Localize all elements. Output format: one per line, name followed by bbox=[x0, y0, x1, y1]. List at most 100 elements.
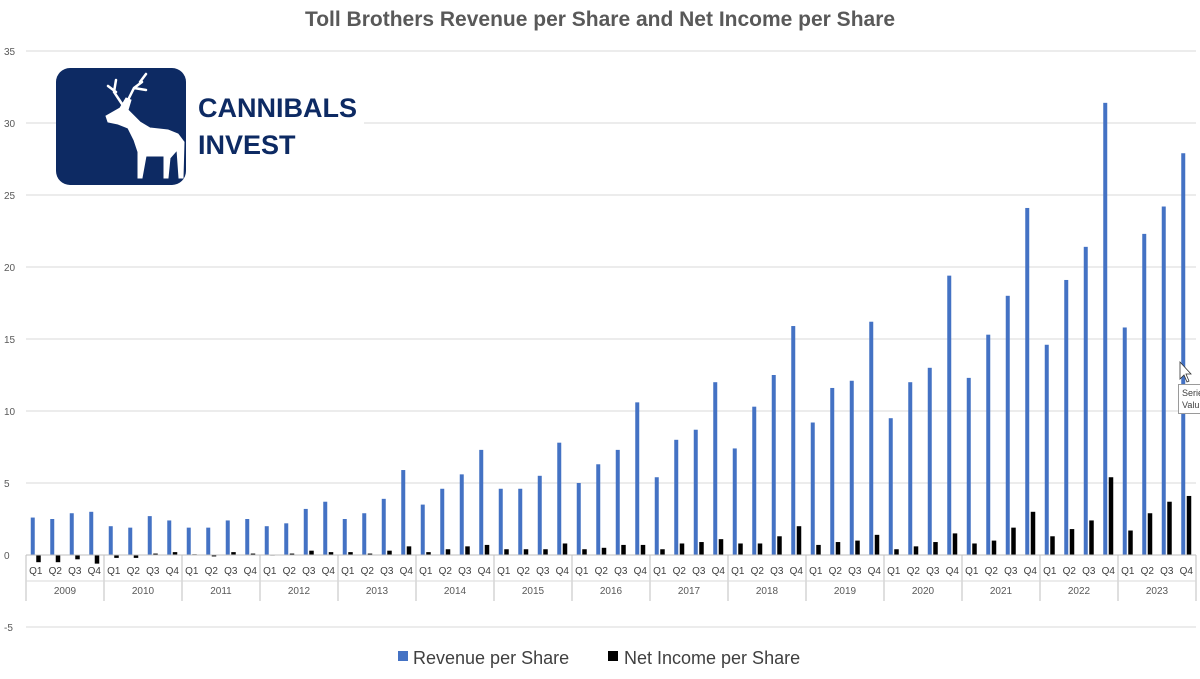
bar-net-income-per-share[interactable] bbox=[114, 555, 119, 558]
bar-revenue-per-share[interactable] bbox=[713, 382, 718, 555]
bar-net-income-per-share[interactable] bbox=[855, 540, 860, 555]
bar-revenue-per-share[interactable] bbox=[1005, 295, 1010, 555]
bar-net-income-per-share[interactable] bbox=[738, 543, 743, 555]
bar-revenue-per-share[interactable] bbox=[810, 422, 815, 555]
bar-net-income-per-share[interactable] bbox=[621, 544, 626, 555]
bar-revenue-per-share[interactable] bbox=[69, 513, 74, 555]
bar-revenue-per-share[interactable] bbox=[303, 508, 308, 555]
bar-series[interactable] bbox=[30, 102, 1192, 564]
bar-net-income-per-share[interactable] bbox=[582, 549, 587, 555]
bar-net-income-per-share[interactable] bbox=[601, 547, 607, 555]
bar-revenue-per-share[interactable] bbox=[147, 516, 152, 555]
bar-revenue-per-share[interactable] bbox=[615, 449, 620, 555]
bar-revenue-per-share[interactable] bbox=[869, 321, 874, 555]
bar-net-income-per-share[interactable] bbox=[1108, 477, 1114, 555]
bar-net-income-per-share[interactable] bbox=[504, 549, 509, 555]
bar-net-income-per-share[interactable] bbox=[406, 546, 412, 555]
bar-net-income-per-share[interactable] bbox=[426, 552, 431, 555]
bar-net-income-per-share[interactable] bbox=[289, 553, 295, 555]
bar-net-income-per-share[interactable] bbox=[777, 536, 782, 555]
bar-net-income-per-share[interactable] bbox=[660, 549, 665, 555]
bar-revenue-per-share[interactable] bbox=[362, 513, 367, 555]
bar-revenue-per-share[interactable] bbox=[888, 418, 893, 555]
bar-net-income-per-share[interactable] bbox=[36, 555, 41, 563]
bar-revenue-per-share[interactable] bbox=[693, 429, 698, 555]
bar-revenue-per-share[interactable] bbox=[966, 377, 971, 555]
bar-revenue-per-share[interactable] bbox=[635, 402, 640, 555]
bar-net-income-per-share[interactable] bbox=[75, 555, 80, 560]
bar-revenue-per-share[interactable] bbox=[1142, 233, 1147, 555]
bar-revenue-per-share[interactable] bbox=[323, 501, 328, 555]
bar-net-income-per-share[interactable] bbox=[231, 552, 236, 555]
bar-revenue-per-share[interactable] bbox=[771, 375, 776, 555]
bar-revenue-per-share[interactable] bbox=[479, 449, 484, 555]
bar-revenue-per-share[interactable] bbox=[908, 382, 913, 555]
bar-net-income-per-share[interactable] bbox=[348, 552, 353, 555]
bar-net-income-per-share[interactable] bbox=[1011, 527, 1016, 555]
bar-revenue-per-share[interactable] bbox=[264, 526, 269, 555]
bar-net-income-per-share[interactable] bbox=[874, 534, 880, 555]
bar-net-income-per-share[interactable] bbox=[699, 542, 704, 555]
bar-net-income-per-share[interactable] bbox=[211, 555, 217, 557]
bar-net-income-per-share[interactable] bbox=[718, 539, 724, 555]
bar-revenue-per-share[interactable] bbox=[167, 520, 172, 555]
bar-revenue-per-share[interactable] bbox=[440, 488, 445, 555]
bar-revenue-per-share[interactable] bbox=[557, 442, 562, 555]
bar-net-income-per-share[interactable] bbox=[796, 526, 802, 555]
bar-net-income-per-share[interactable] bbox=[367, 553, 373, 555]
bar-revenue-per-share[interactable] bbox=[849, 380, 854, 555]
bar-revenue-per-share[interactable] bbox=[1161, 206, 1166, 555]
bar-net-income-per-share[interactable] bbox=[1069, 529, 1075, 555]
bar-revenue-per-share[interactable] bbox=[1103, 102, 1108, 555]
bar-revenue-per-share[interactable] bbox=[459, 474, 464, 555]
bar-revenue-per-share[interactable] bbox=[420, 504, 425, 555]
bar-revenue-per-share[interactable] bbox=[108, 526, 113, 555]
bar-net-income-per-share[interactable] bbox=[172, 552, 178, 555]
bar-net-income-per-share[interactable] bbox=[328, 552, 334, 555]
bar-net-income-per-share[interactable] bbox=[562, 543, 568, 555]
bar-net-income-per-share[interactable] bbox=[153, 553, 158, 555]
bar-revenue-per-share[interactable] bbox=[1025, 207, 1030, 555]
bar-net-income-per-share[interactable] bbox=[543, 549, 548, 555]
bar-net-income-per-share[interactable] bbox=[679, 543, 685, 555]
bar-net-income-per-share[interactable] bbox=[952, 533, 958, 555]
bar-net-income-per-share[interactable] bbox=[387, 550, 392, 555]
bar-net-income-per-share[interactable] bbox=[1050, 536, 1055, 555]
bar-net-income-per-share[interactable] bbox=[484, 544, 490, 555]
bar-net-income-per-share[interactable] bbox=[309, 550, 314, 555]
bar-net-income-per-share[interactable] bbox=[94, 555, 100, 564]
bar-revenue-per-share[interactable] bbox=[245, 519, 250, 555]
bar-net-income-per-share[interactable] bbox=[1147, 513, 1153, 555]
bar-revenue-per-share[interactable] bbox=[1083, 246, 1088, 555]
bar-revenue-per-share[interactable] bbox=[927, 367, 932, 555]
bar-net-income-per-share[interactable] bbox=[1030, 511, 1036, 555]
bar-revenue-per-share[interactable] bbox=[1181, 153, 1186, 556]
bar-revenue-per-share[interactable] bbox=[752, 406, 757, 555]
bar-net-income-per-share[interactable] bbox=[1167, 501, 1172, 555]
bar-revenue-per-share[interactable] bbox=[30, 517, 35, 555]
bar-revenue-per-share[interactable] bbox=[206, 527, 211, 555]
bar-revenue-per-share[interactable] bbox=[89, 511, 94, 555]
bar-net-income-per-share[interactable] bbox=[991, 540, 997, 555]
bar-revenue-per-share[interactable] bbox=[1122, 327, 1127, 555]
bar-revenue-per-share[interactable] bbox=[401, 470, 406, 555]
bar-revenue-per-share[interactable] bbox=[986, 334, 991, 555]
bar-revenue-per-share[interactable] bbox=[674, 439, 679, 555]
bar-net-income-per-share[interactable] bbox=[250, 553, 256, 555]
bar-net-income-per-share[interactable] bbox=[1128, 530, 1133, 555]
bar-net-income-per-share[interactable] bbox=[1186, 495, 1192, 555]
bar-revenue-per-share[interactable] bbox=[186, 527, 191, 555]
bar-revenue-per-share[interactable] bbox=[1064, 279, 1069, 555]
bar-net-income-per-share[interactable] bbox=[913, 546, 919, 555]
bar-net-income-per-share[interactable] bbox=[465, 546, 470, 555]
bar-revenue-per-share[interactable] bbox=[284, 523, 289, 555]
bar-net-income-per-share[interactable] bbox=[757, 543, 763, 555]
bar-revenue-per-share[interactable] bbox=[537, 475, 542, 555]
bar-net-income-per-share[interactable] bbox=[894, 549, 899, 555]
bar-revenue-per-share[interactable] bbox=[791, 326, 796, 555]
bar-revenue-per-share[interactable] bbox=[381, 498, 386, 555]
bar-net-income-per-share[interactable] bbox=[55, 555, 61, 563]
bar-net-income-per-share[interactable] bbox=[133, 555, 139, 558]
bar-revenue-per-share[interactable] bbox=[498, 488, 503, 555]
bar-revenue-per-share[interactable] bbox=[947, 275, 952, 555]
